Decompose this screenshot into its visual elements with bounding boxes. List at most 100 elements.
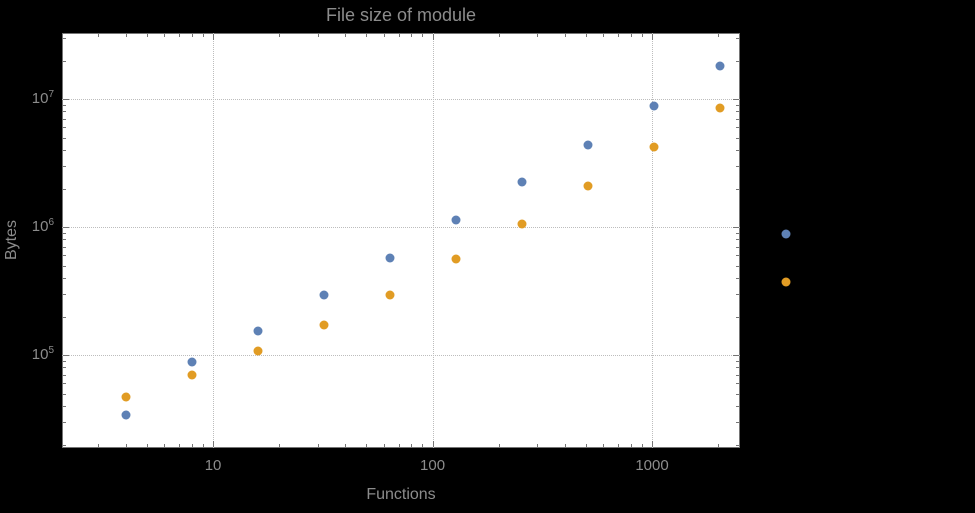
x-minor-tick: [498, 444, 500, 447]
y-minor-tick: [63, 406, 66, 408]
data-point-blue: [583, 140, 593, 150]
x-minor-tick: [164, 444, 166, 447]
x-minor-tick: [641, 34, 643, 37]
y-major-tick-10e7: [63, 99, 69, 101]
y-major-tick-10e5: [63, 355, 69, 357]
data-point-blue: [715, 61, 725, 71]
y-minor-tick: [736, 422, 739, 424]
x-minor-tick: [603, 444, 605, 447]
data-point-orange: [451, 254, 461, 264]
y-minor-tick: [736, 374, 739, 376]
x-minor-tick: [191, 444, 193, 447]
y-minor-tick: [736, 111, 739, 113]
data-point-orange: [385, 290, 395, 300]
x-minor-tick: [383, 34, 385, 37]
x-minor-tick: [179, 444, 181, 447]
y-minor-tick: [63, 118, 66, 120]
x-minor-tick: [411, 444, 413, 447]
x-minor-tick: [585, 34, 587, 37]
x-tick-label-10: 10: [204, 457, 222, 474]
chart-title: File size of module: [325, 5, 477, 25]
data-point-blue: [253, 326, 263, 336]
y-minor-tick: [63, 188, 66, 190]
y-minor-tick: [63, 137, 66, 139]
x-minor-tick: [203, 34, 204, 37]
data-point-blue: [187, 357, 197, 367]
x-minor-tick: [618, 34, 620, 37]
gridline-x-10: [213, 33, 215, 448]
x-minor-tick: [564, 34, 566, 37]
x-minor-tick: [398, 444, 400, 447]
x-minor-tick: [146, 444, 148, 447]
x-minor-tick: [398, 34, 400, 37]
y-minor-tick: [63, 278, 66, 279]
x-minor-tick: [498, 34, 500, 37]
y-minor-tick: [63, 127, 66, 129]
y-major-tick-10e6: [63, 227, 69, 229]
y-major-tick-10e5: [733, 355, 739, 357]
data-point-blue: [385, 253, 395, 263]
x-minor-tick: [98, 34, 100, 37]
y-minor-tick: [736, 367, 739, 369]
x-minor-tick: [345, 444, 347, 447]
y-minor-tick: [63, 255, 66, 257]
x-minor-tick: [366, 34, 368, 37]
data-point-orange: [781, 277, 791, 287]
x-minor-tick: [146, 34, 148, 37]
y-minor-tick: [736, 118, 739, 120]
y-minor-tick: [736, 360, 739, 362]
x-minor-tick: [125, 444, 127, 447]
y-minor-tick: [63, 374, 66, 376]
x-minor-tick: [630, 444, 632, 447]
x-tick-label-1000: 1000: [635, 457, 669, 474]
y-major-tick-10e6: [733, 227, 739, 229]
y-minor-tick: [736, 293, 739, 295]
x-minor-tick: [630, 34, 632, 37]
x-minor-tick: [618, 444, 620, 447]
y-minor-tick: [63, 383, 66, 385]
y-minor-tick: [736, 246, 739, 248]
y-minor-tick: [63, 444, 66, 446]
x-minor-tick: [422, 444, 424, 447]
data-point-orange: [187, 370, 197, 380]
x-minor-tick: [345, 34, 347, 37]
y-minor-tick: [63, 232, 66, 234]
y-tick-label-10e7: 107: [31, 89, 54, 108]
y-axis-label: Bytes: [3, 219, 20, 261]
y-minor-tick: [63, 360, 66, 362]
y-tick-label-10e5: 105: [31, 345, 54, 364]
gridline-x-100: [432, 33, 434, 448]
x-minor-tick: [203, 444, 204, 447]
y-minor-tick: [736, 37, 739, 39]
x-minor-tick: [279, 34, 281, 37]
y-minor-tick: [63, 265, 66, 267]
x-minor-tick: [383, 444, 385, 447]
data-point-blue: [121, 410, 131, 420]
y-minor-tick: [736, 316, 739, 318]
y-minor-tick: [736, 383, 739, 385]
y-minor-tick: [736, 393, 739, 395]
data-point-blue: [781, 229, 791, 239]
data-point-orange: [121, 392, 131, 402]
y-minor-tick: [736, 60, 739, 62]
x-minor-tick: [98, 444, 100, 447]
gridline-y-10e7: [62, 99, 740, 101]
x-minor-tick: [537, 34, 539, 37]
x-minor-tick: [366, 444, 368, 447]
y-minor-tick: [736, 255, 739, 257]
data-point-orange: [253, 346, 263, 356]
x-minor-tick: [585, 444, 587, 447]
x-major-tick-10: [213, 441, 215, 447]
data-point-blue: [451, 215, 461, 225]
x-minor-tick: [125, 34, 127, 37]
y-minor-tick: [736, 137, 739, 139]
y-minor-tick: [63, 111, 66, 113]
y-minor-tick: [736, 188, 739, 190]
data-point-orange: [583, 181, 593, 191]
y-minor-tick: [736, 444, 739, 446]
x-axis-label: Functions: [366, 486, 436, 503]
y-minor-tick: [63, 316, 66, 318]
y-minor-tick: [63, 239, 66, 241]
x-minor-tick: [422, 34, 424, 37]
